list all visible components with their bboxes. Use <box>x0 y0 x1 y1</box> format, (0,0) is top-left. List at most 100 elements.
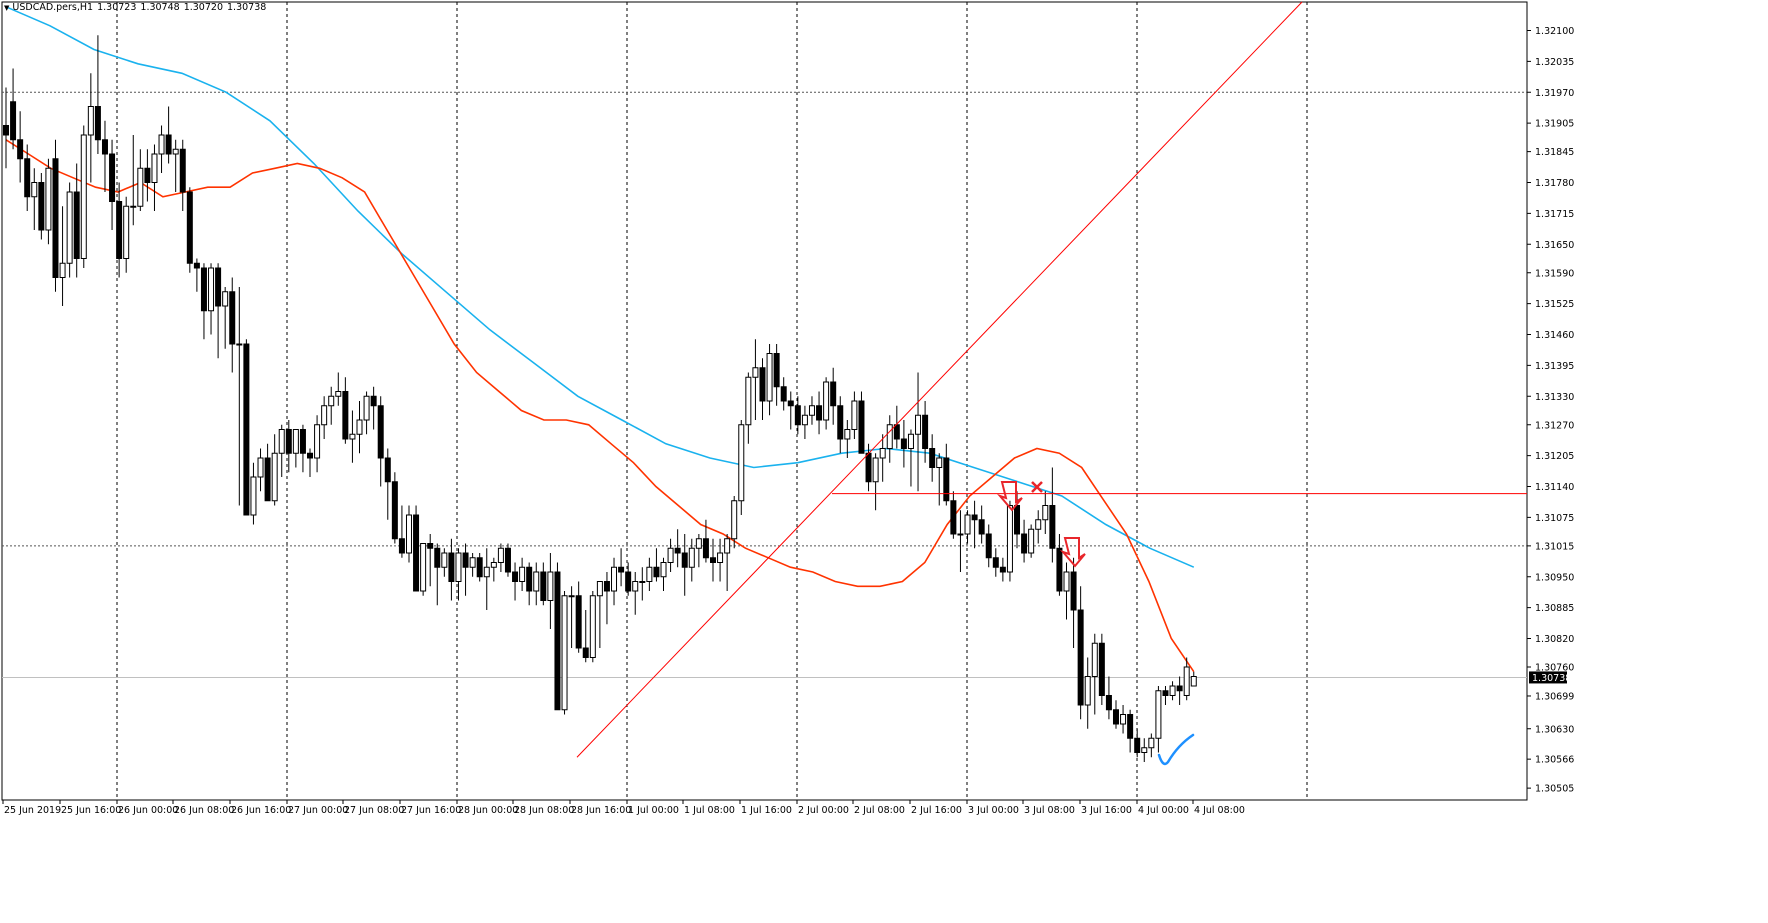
candle <box>759 358 766 420</box>
bull-candle-body <box>731 500 738 540</box>
bear-candle-body <box>554 571 561 711</box>
time-tick-label: 1 Jul 00:00 <box>628 805 679 816</box>
candle <box>384 448 391 520</box>
candle <box>1190 671 1197 687</box>
candle <box>1183 657 1190 701</box>
dropdown-triangle-icon[interactable]: ▼ <box>4 4 10 12</box>
candle <box>307 448 314 477</box>
check-mark-icon <box>1157 733 1195 766</box>
price-tick-label: 1.31205 <box>1535 451 1574 462</box>
bear-candle-body <box>540 571 547 601</box>
price-tick-label: 1.32035 <box>1535 57 1574 68</box>
candle <box>519 557 526 591</box>
bear-candle-body <box>787 400 794 407</box>
bull-candle-body <box>1155 690 1162 739</box>
candle <box>158 125 165 173</box>
candle <box>950 491 957 539</box>
candles <box>3 35 1197 762</box>
bear-candle-body <box>780 386 787 402</box>
candle <box>1006 500 1013 582</box>
bull-candle-body <box>1091 642 1098 677</box>
time-tick-label: 1 Jul 16:00 <box>741 805 792 816</box>
bear-candle-body <box>1021 533 1028 554</box>
candle <box>660 557 667 591</box>
candle <box>879 434 886 482</box>
candle <box>377 396 384 487</box>
bear-candle-body <box>526 566 533 592</box>
candle <box>391 472 398 544</box>
candle <box>929 434 936 482</box>
candle <box>787 391 794 430</box>
candle <box>900 420 907 468</box>
bear-candle-body <box>109 153 116 202</box>
candle <box>1098 633 1105 705</box>
bear-candle-body <box>384 457 391 483</box>
bear-candle-body <box>773 353 780 388</box>
time-tick-label: 2 Jul 00:00 <box>798 805 849 816</box>
bear-candle-body <box>264 457 271 502</box>
candle <box>724 534 731 591</box>
bull-candle-body <box>915 414 922 435</box>
fast-moving-average-line <box>5 139 1195 673</box>
candle <box>483 548 490 610</box>
bear-candle-body <box>504 547 511 573</box>
bear-candle-body <box>1162 690 1169 696</box>
candle <box>504 543 511 577</box>
candle <box>45 158 52 245</box>
price-tick-label: 1.30630 <box>1535 724 1574 735</box>
candle <box>766 344 773 416</box>
bear-candle-body <box>1112 709 1119 725</box>
candle <box>314 415 321 473</box>
bull-candle-body <box>236 343 243 346</box>
bear-candle-body <box>1134 737 1141 753</box>
bull-candle-body <box>851 400 858 430</box>
candle <box>448 538 455 601</box>
candle <box>702 519 709 563</box>
price-tick-label: 1.30760 <box>1535 663 1574 674</box>
candle <box>497 543 504 572</box>
bull-candle-body <box>31 182 38 198</box>
candle <box>476 553 483 582</box>
bear-candle-body <box>427 543 434 549</box>
candle <box>101 120 108 192</box>
time-tick-label: 28 Jun 08:00 <box>514 805 574 816</box>
candle <box>398 505 405 558</box>
candle <box>38 173 45 240</box>
price-tick-label: 1.31270 <box>1535 420 1574 431</box>
bear-candle-body <box>307 452 314 459</box>
time-tick-label: 28 Jun 16:00 <box>571 805 631 816</box>
candle <box>17 111 24 183</box>
candle <box>285 420 292 473</box>
bull-candle-body <box>137 167 144 207</box>
candle <box>667 538 674 572</box>
time-tick-label: 2 Jul 08:00 <box>854 805 905 816</box>
bull-candle-body <box>278 429 285 454</box>
candle <box>554 562 561 711</box>
bear-candle-body <box>243 343 250 516</box>
candle <box>455 548 462 601</box>
candle <box>978 505 985 544</box>
candle <box>582 610 589 663</box>
candle <box>653 548 660 582</box>
candle <box>1155 686 1162 753</box>
candle <box>964 510 971 544</box>
candle <box>490 557 497 582</box>
candle <box>780 377 787 411</box>
time-tick-label: 27 Jun 08:00 <box>344 805 404 816</box>
candle <box>575 581 582 653</box>
bull-candle-body <box>1028 528 1035 554</box>
candle <box>441 548 448 577</box>
bear-candle-body <box>922 414 929 449</box>
price-axis: 1.32100 1.32035 1.31970 1.31905 1.31845 1.317… <box>1527 26 1574 795</box>
bull-candle-body <box>688 547 695 568</box>
candle <box>222 287 229 349</box>
rising-trendline[interactable] <box>576 1 1303 758</box>
price-tick-label: 1.31650 <box>1535 240 1574 251</box>
bear-candle-body <box>215 267 222 307</box>
price-tick-label: 1.31395 <box>1535 361 1574 372</box>
price-tick-label: 1.30699 <box>1535 691 1574 702</box>
candle <box>328 386 335 425</box>
bear-candle-body <box>186 191 193 264</box>
